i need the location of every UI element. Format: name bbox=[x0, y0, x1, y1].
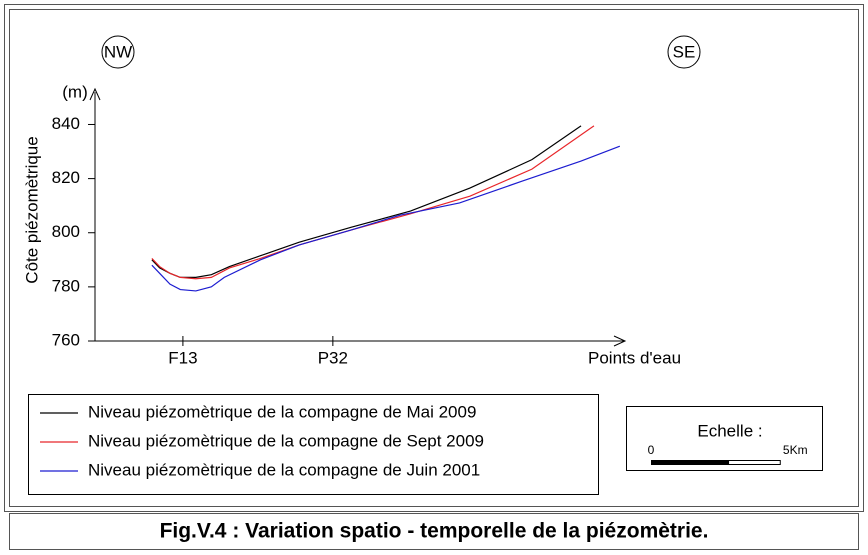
annotation: NW bbox=[104, 42, 132, 61]
chart-title: Fig.V.4 : Variation spatio - temporelle … bbox=[160, 520, 709, 543]
y-tick-label: 800 bbox=[52, 222, 80, 241]
x-axis-label: Points d'eau bbox=[588, 348, 681, 367]
legend-label: Niveau piézomètrique de la compagne de M… bbox=[88, 402, 476, 421]
legend-label: Niveau piézomètrique de la compagne de J… bbox=[88, 460, 480, 479]
legend-label: Niveau piézomètrique de la compagne de S… bbox=[88, 431, 484, 450]
series-line bbox=[151, 125, 595, 280]
y-axis-label: Côte piézomètrique bbox=[22, 136, 41, 283]
outer-frame bbox=[4, 4, 864, 512]
se-circle bbox=[667, 35, 701, 69]
x-arrow bbox=[613, 335, 627, 347]
y-tick-label: 820 bbox=[52, 168, 80, 187]
nw-circle bbox=[101, 35, 135, 69]
legend-frame bbox=[28, 394, 599, 495]
scale-label: 5Km bbox=[783, 443, 808, 457]
caption-frame bbox=[9, 513, 859, 550]
scale-frame bbox=[626, 406, 823, 471]
scale-label: 0 bbox=[648, 443, 655, 457]
series-line bbox=[151, 125, 582, 278]
y-tick-label: 780 bbox=[52, 276, 80, 295]
scale-title: Echelle : bbox=[697, 421, 762, 440]
x-tick-label: P32 bbox=[318, 348, 348, 367]
annotation: SE bbox=[673, 42, 696, 61]
inner-frame bbox=[9, 9, 859, 507]
y-arrow bbox=[89, 87, 101, 101]
y-unit: (m) bbox=[62, 82, 87, 101]
y-tick-label: 760 bbox=[52, 330, 80, 349]
scale-bar-white bbox=[728, 460, 781, 465]
scale-bar-black bbox=[651, 460, 729, 465]
y-tick-label: 840 bbox=[52, 114, 80, 133]
x-tick-label: F13 bbox=[168, 348, 197, 367]
series-line bbox=[151, 145, 621, 292]
